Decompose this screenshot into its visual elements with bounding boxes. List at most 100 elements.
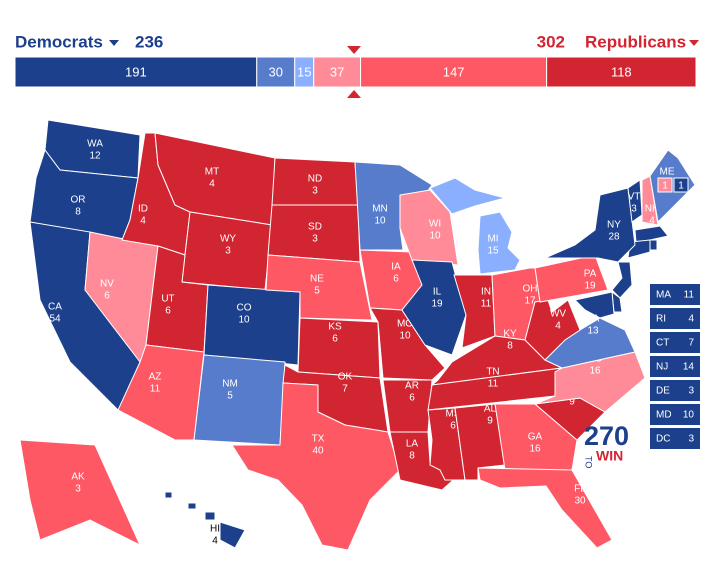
state-abbr: NH (645, 204, 659, 215)
state-shape[interactable] (453, 274, 496, 349)
state-abbr: MN (372, 204, 388, 215)
rep-label[interactable]: Republicans (585, 32, 686, 51)
state-shape[interactable] (231, 382, 401, 551)
state-votes: 6 (165, 306, 171, 317)
state-shape[interactable] (401, 259, 467, 356)
tally-bar: 191 30 15 37 147 118 (14, 56, 697, 88)
state-abbr: PA (584, 269, 597, 280)
logo-win: WIN (596, 448, 623, 464)
small-state-box[interactable] (650, 332, 700, 353)
state-shape[interactable] (19, 439, 142, 547)
state-abbr: HI (210, 524, 220, 535)
small-state-box[interactable] (650, 404, 700, 425)
segment-label: 15 (297, 64, 311, 79)
state-votes: 8 (507, 341, 513, 352)
logo: 270 TO WIN (584, 421, 629, 468)
state-abbr: ME (660, 167, 675, 178)
state-abbr: IL (433, 287, 442, 298)
state-abbr: VA (587, 314, 600, 325)
small-state-votes: 10 (683, 410, 695, 421)
state-abbr: AZ (149, 372, 162, 383)
state-votes: 6 (450, 421, 456, 432)
state-votes: 6 (104, 291, 110, 302)
segment-label: 37 (330, 64, 344, 79)
state-shape[interactable] (477, 211, 521, 275)
state-shape[interactable] (534, 254, 609, 303)
state-votes: 11 (150, 384, 161, 395)
small-state-abbr: RI (656, 314, 666, 325)
district-votes: 1 (678, 181, 684, 192)
state-abbr: FL (574, 484, 586, 495)
state-votes: 11 (481, 299, 492, 310)
state-votes: 10 (238, 315, 250, 326)
state-votes: 4 (555, 321, 561, 332)
state-votes: 11 (488, 379, 499, 390)
state-shape[interactable] (164, 491, 173, 499)
state-shape[interactable] (573, 291, 615, 319)
state-votes: 40 (312, 446, 324, 457)
district-box[interactable] (673, 177, 689, 193)
state-shape[interactable] (649, 239, 658, 251)
state-votes: 5 (227, 391, 233, 402)
district-votes: 1 (662, 181, 668, 192)
small-state-box[interactable] (650, 380, 700, 401)
dem-dropdown[interactable] (109, 40, 119, 46)
segment-label: 118 (611, 64, 632, 79)
state-shape[interactable] (187, 502, 197, 510)
logo-to: TO (584, 456, 594, 468)
small-state-votes: 3 (688, 386, 694, 397)
state-shape[interactable] (634, 225, 669, 243)
state-shape[interactable] (544, 187, 636, 263)
state-abbr: AL (484, 404, 497, 415)
state-shape[interactable] (399, 189, 459, 266)
state-votes: 4 (649, 216, 655, 227)
district-box[interactable] (657, 177, 673, 193)
state-shape[interactable] (117, 344, 205, 441)
state-shape[interactable] (429, 177, 507, 215)
state-votes: 9 (569, 397, 575, 408)
state-abbr: MO (397, 319, 413, 330)
midpoint-marker (347, 90, 361, 98)
state-abbr: MI (487, 234, 498, 245)
state-votes: 19 (584, 281, 596, 292)
state-votes: 30 (574, 496, 586, 507)
state-votes: 16 (589, 366, 601, 377)
small-state-box[interactable] (650, 308, 700, 329)
small-state-box[interactable] (650, 356, 700, 377)
state-votes: 16 (529, 444, 541, 455)
rep-dropdown[interactable] (689, 40, 699, 46)
state-abbr: IN (481, 287, 491, 298)
state-votes: 4 (140, 216, 146, 227)
state-shape[interactable] (193, 354, 286, 446)
state-votes: 10 (429, 231, 441, 242)
state-abbr: NM (222, 379, 238, 390)
small-state-abbr: CT (656, 338, 669, 349)
state-votes: 3 (631, 204, 637, 215)
state-votes: 10 (374, 216, 386, 227)
state-votes: 3 (75, 484, 81, 495)
state-shape[interactable] (524, 299, 581, 361)
state-votes: 15 (487, 246, 499, 257)
state-abbr: WI (429, 219, 441, 230)
bar-segment (360, 56, 548, 88)
state-shape[interactable] (204, 511, 216, 521)
state-shape[interactable] (203, 284, 301, 366)
state-shape[interactable] (494, 403, 578, 471)
bar-segment (313, 56, 362, 88)
state-votes: 3 (225, 246, 231, 257)
small-state-box[interactable] (650, 428, 700, 449)
state-shape[interactable] (219, 521, 246, 549)
state-abbr: CA (48, 302, 62, 313)
state-abbr: TN (486, 367, 499, 378)
state-votes: 4 (209, 179, 215, 190)
state-shape[interactable] (477, 467, 613, 549)
state-shape[interactable] (611, 261, 633, 299)
state-shape[interactable] (641, 175, 659, 226)
small-state-abbr: DE (656, 386, 670, 397)
state-votes: 6 (393, 274, 399, 285)
state-votes: 7 (342, 384, 348, 395)
small-state-box[interactable] (650, 284, 700, 305)
dem-label[interactable]: Democrats (15, 32, 103, 51)
state-abbr: CO (237, 303, 252, 314)
